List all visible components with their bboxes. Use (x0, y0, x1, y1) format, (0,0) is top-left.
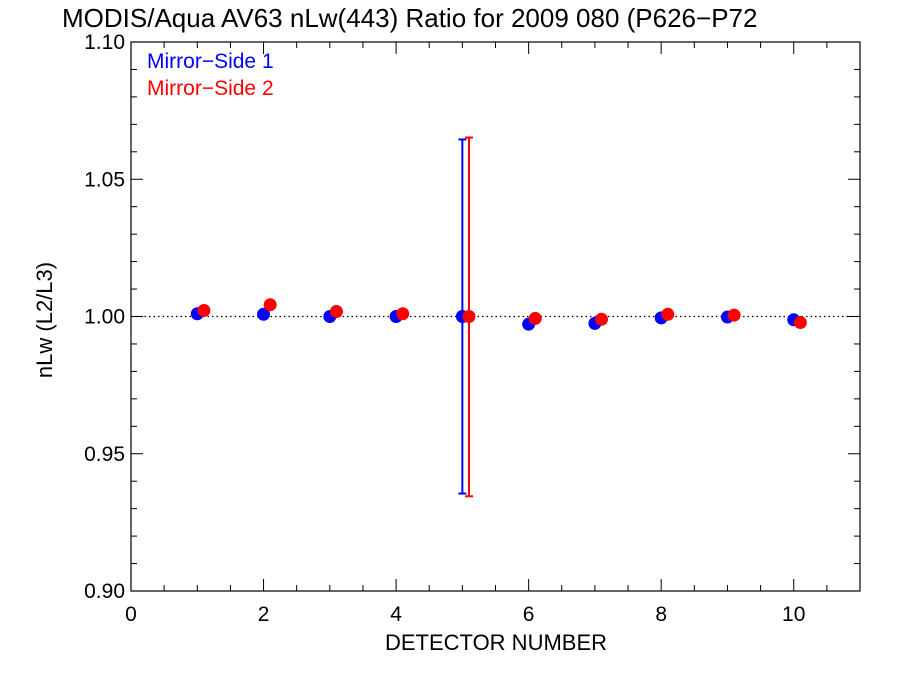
data-point-series-2 (396, 307, 410, 321)
data-point-series-1 (257, 307, 271, 321)
data-point-series-2 (727, 308, 741, 322)
legend-entry: Mirror−Side 2 (147, 77, 274, 100)
x-tick-label: 6 (523, 603, 535, 626)
x-tick-label: 4 (390, 603, 402, 626)
data-point-series-2 (793, 316, 807, 330)
y-axis-label: nLw (L2/L3) (32, 262, 57, 378)
y-tick-label: 0.95 (84, 443, 125, 466)
data-point-series-2 (263, 298, 277, 312)
x-tick-label: 8 (655, 603, 667, 626)
x-tick-label: 0 (125, 603, 137, 626)
y-tick-label: 1.10 (84, 31, 125, 54)
data-point-series-2 (197, 303, 211, 317)
data-point-series-2 (329, 305, 343, 319)
data-point-series-2 (595, 312, 609, 326)
x-axis-label: DETECTOR NUMBER (385, 630, 607, 655)
data-point-series-2 (528, 311, 542, 325)
chart-title: MODIS/Aqua AV63 nLw(443) Ratio for 2009 … (62, 3, 757, 33)
data-point-series-2 (661, 307, 675, 321)
x-tick-label: 10 (782, 603, 805, 626)
x-tick-label: 2 (258, 603, 270, 626)
y-tick-label: 1.05 (84, 168, 125, 191)
data-point-series-2 (462, 310, 476, 323)
legend-entry: Mirror−Side 1 (147, 50, 274, 73)
y-tick-label: 0.90 (84, 580, 125, 603)
y-tick-label: 1.00 (84, 306, 125, 329)
plot-area: 0 2 4 6 8 10 0.90 0.95 1.00 1.05 1.10 (84, 31, 861, 626)
legend: Mirror−Side 1 Mirror−Side 2 (147, 50, 274, 100)
